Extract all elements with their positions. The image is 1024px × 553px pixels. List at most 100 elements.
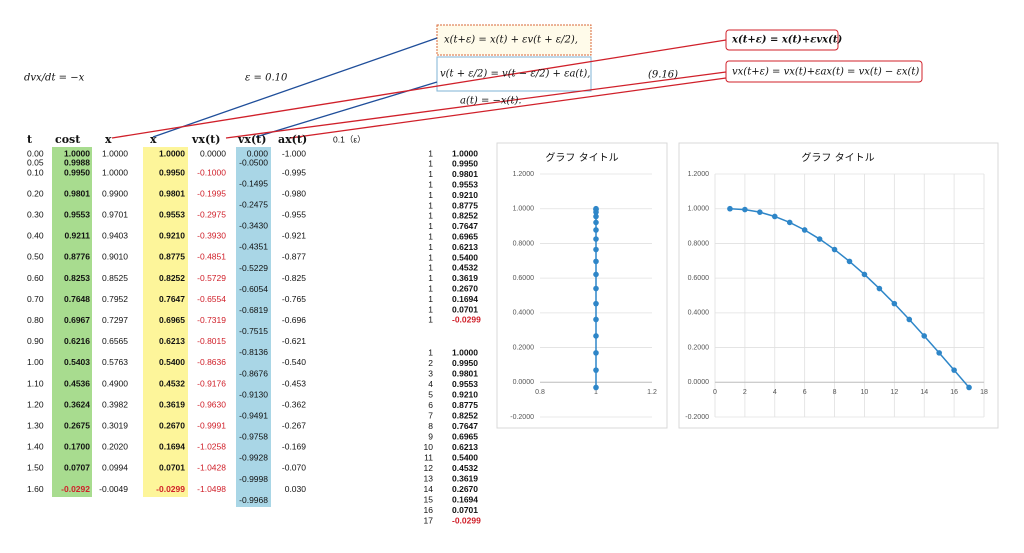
list-value: 0.5400 — [452, 252, 478, 262]
table-cell: -0.0500 — [239, 157, 268, 167]
table-cell: -0.3430 — [239, 221, 268, 231]
table-cell: 0.0701 — [159, 463, 185, 473]
table-cell: -0.6819 — [239, 305, 268, 315]
table-cell: -1.0258 — [197, 442, 226, 452]
table-cell: 0.9701 — [102, 209, 128, 219]
list-index: 15 — [424, 494, 434, 504]
table-cell: 1.00 — [27, 357, 44, 367]
table-cell: 1.0000 — [102, 148, 128, 158]
column-header: cost — [55, 133, 81, 146]
table-cell: 0.1700 — [64, 442, 90, 452]
list-value: 0.8252 — [452, 410, 478, 420]
table-cell: -0.1000 — [197, 167, 226, 177]
table-cell: 0.70 — [27, 294, 44, 304]
column-header: ax(t) — [278, 133, 307, 146]
arrow — [225, 71, 727, 139]
data-point — [593, 384, 599, 391]
table-cell: 0.2020 — [102, 442, 128, 452]
table-cell: 1.20 — [27, 399, 44, 409]
list-value: 0.6213 — [452, 442, 478, 452]
list-value: 1.0000 — [452, 148, 478, 158]
list-index: 1 — [428, 294, 433, 304]
table-cell: -0.169 — [282, 442, 306, 452]
table-cell: -1.0428 — [197, 463, 226, 473]
y-tick-label: -0.2000 — [685, 414, 709, 421]
table-cell: -0.0299 — [156, 484, 185, 494]
list-value: 0.3619 — [452, 473, 478, 483]
data-point — [831, 246, 838, 253]
table-cell: -0.070 — [282, 463, 306, 473]
table-cell: 1.30 — [27, 420, 44, 430]
table-cell: 0.1694 — [159, 442, 185, 452]
y-tick-label: 1.2000 — [688, 171, 710, 178]
table-cell: 0.0994 — [102, 463, 128, 473]
list-index: 1 — [428, 252, 433, 262]
table-cell: 0.80 — [27, 315, 44, 325]
list-value: 1.0000 — [452, 347, 478, 357]
table-cell: 0.9553 — [64, 209, 90, 219]
table-cell: 1.40 — [27, 442, 44, 452]
table-cell: 0.6565 — [102, 336, 128, 346]
table-cell: 0.4532 — [159, 378, 185, 388]
table-cell: 0.8525 — [102, 273, 128, 283]
equation: ε = 0.10 — [245, 73, 288, 84]
list-value: 0.7647 — [452, 221, 478, 231]
table-cell: -0.5729 — [197, 273, 226, 283]
equation: a(t) = −x(t). — [460, 96, 522, 107]
x-column-fill — [143, 147, 188, 497]
table-cell: -0.3930 — [197, 231, 226, 241]
list-index: 13 — [424, 473, 434, 483]
list-index: 1 — [428, 221, 433, 231]
table-cell: -0.877 — [282, 252, 306, 262]
list-value: 0.9553 — [452, 379, 478, 389]
table-cell: 0.9900 — [102, 188, 128, 198]
list-index: 1 — [428, 304, 433, 314]
table-cell: -0.9928 — [239, 453, 268, 463]
x-tick-label: 14 — [920, 389, 928, 396]
list-value: 0.8252 — [452, 211, 478, 221]
list-index: 1 — [428, 242, 433, 252]
data-point — [861, 271, 868, 278]
table-cell: 0.6216 — [64, 336, 90, 346]
table-cell: 0.9403 — [102, 231, 128, 241]
list-index: 1 — [428, 179, 433, 189]
data-point — [593, 209, 599, 215]
table-cell: -0.6554 — [197, 294, 226, 304]
data-point — [593, 333, 599, 339]
table-cell: 0.5403 — [64, 357, 90, 367]
y-tick-label: 1.0000 — [688, 206, 710, 213]
table-cell: 0.030 — [285, 484, 307, 494]
list-value: 0.9210 — [452, 389, 478, 399]
table-cell: -0.980 — [282, 188, 306, 198]
table-cell: -0.2475 — [239, 199, 268, 209]
list-index: 1 — [428, 159, 433, 169]
table-cell: -0.6054 — [239, 284, 268, 294]
table-cell: 0.2670 — [159, 420, 185, 430]
list-value: 0.8775 — [452, 400, 478, 410]
table-cell: -0.921 — [282, 231, 306, 241]
x-tick-label: 8 — [833, 389, 837, 396]
table-cell: 0.9801 — [64, 188, 90, 198]
table-cell: -0.825 — [282, 273, 306, 283]
table-cell: 0.000 — [247, 148, 269, 158]
table-cell: -0.621 — [282, 336, 306, 346]
list-value: 0.5400 — [452, 452, 478, 462]
data-point — [816, 236, 823, 242]
table-cell: -0.2975 — [197, 209, 226, 219]
table-cell: -0.1995 — [197, 188, 226, 198]
list-value: 0.2670 — [452, 283, 478, 293]
data-point — [757, 209, 763, 215]
list-value: 0.3619 — [452, 273, 478, 283]
list-value: 0.8775 — [452, 200, 478, 210]
y-tick-label: 0.4000 — [688, 310, 710, 317]
list-index: 10 — [424, 442, 434, 452]
list-index: 4 — [428, 379, 433, 389]
table-cell: 0.9950 — [64, 167, 90, 177]
table-cell: -0.0292 — [61, 484, 90, 494]
table-cell: -0.9630 — [197, 399, 226, 409]
data-point — [593, 227, 599, 233]
v-half-column-fill — [236, 147, 271, 507]
list-value: 0.9801 — [452, 368, 478, 378]
list-index: 9 — [428, 431, 433, 441]
table-cell: 1.60 — [27, 484, 44, 494]
